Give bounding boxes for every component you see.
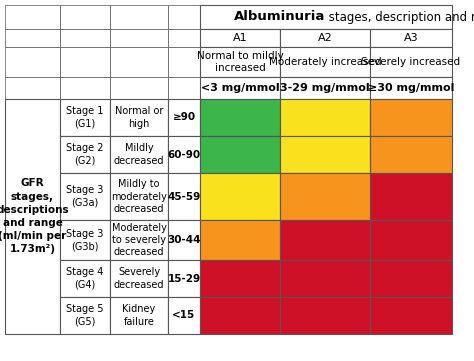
Bar [200, 297, 280, 334]
Bar [370, 47, 452, 77]
Bar [280, 220, 370, 260]
Bar [168, 77, 200, 99]
Bar [370, 99, 452, 136]
Text: Stage 5
(G5): Stage 5 (G5) [66, 304, 104, 327]
Bar [200, 136, 280, 173]
Bar [370, 220, 452, 260]
Bar [370, 29, 452, 47]
Bar [60, 99, 110, 136]
Text: A2: A2 [318, 33, 332, 43]
Bar [110, 173, 168, 220]
Text: Normal or
high: Normal or high [115, 106, 163, 129]
Text: ≥30 mg/mmol: ≥30 mg/mmol [368, 83, 454, 93]
Bar [168, 29, 200, 47]
Bar [60, 173, 110, 220]
Bar [280, 47, 370, 77]
Text: Stage 3
(G3b): Stage 3 (G3b) [66, 229, 104, 251]
Bar [168, 136, 200, 173]
Bar [200, 29, 280, 47]
Bar [200, 77, 280, 99]
Text: <15: <15 [173, 310, 196, 321]
Bar [200, 220, 280, 260]
Bar [5, 99, 60, 334]
Bar [370, 136, 452, 173]
Text: Albuminuria: Albuminuria [234, 10, 325, 23]
Bar [370, 297, 452, 334]
Bar [168, 220, 200, 260]
Bar [200, 5, 452, 29]
Bar [110, 99, 168, 136]
Bar [60, 297, 110, 334]
Bar [60, 5, 110, 29]
Bar [370, 173, 452, 220]
Text: GFR
stages,
descriptions
and range
(ml/min per
1.73m²): GFR stages, descriptions and range (ml/m… [0, 178, 69, 255]
Bar [5, 47, 60, 77]
Bar [280, 77, 370, 99]
Bar [110, 29, 168, 47]
Bar [60, 29, 110, 47]
Text: Moderately
to severely
decreased: Moderately to severely decreased [111, 223, 166, 257]
Bar [110, 77, 168, 99]
Bar [280, 29, 370, 47]
Text: Stage 1
(G1): Stage 1 (G1) [66, 106, 104, 129]
Text: 45-59: 45-59 [167, 191, 201, 201]
Bar [280, 173, 370, 220]
Bar [60, 136, 110, 173]
Bar [200, 47, 280, 77]
Bar [110, 5, 168, 29]
Text: Stage 3
(G3a): Stage 3 (G3a) [66, 185, 104, 208]
Bar [5, 29, 60, 47]
Text: A3: A3 [404, 33, 419, 43]
Bar [280, 136, 370, 173]
Bar [60, 47, 110, 77]
Bar [110, 297, 168, 334]
Bar [110, 136, 168, 173]
Bar [5, 77, 60, 99]
Bar [110, 47, 168, 77]
Text: Kidney
failure: Kidney failure [122, 304, 155, 327]
Bar [60, 260, 110, 297]
Bar [280, 99, 370, 136]
Text: ≥90: ≥90 [173, 113, 196, 122]
Text: 15-29: 15-29 [167, 274, 201, 283]
Text: Moderately increased: Moderately increased [269, 57, 381, 67]
Bar [200, 260, 280, 297]
Bar [168, 260, 200, 297]
Bar [200, 99, 280, 136]
Bar [168, 5, 200, 29]
Text: Severely increased: Severely increased [362, 57, 461, 67]
Bar [60, 77, 110, 99]
Bar [168, 99, 200, 136]
Bar [168, 173, 200, 220]
Bar [5, 5, 60, 29]
Bar [110, 260, 168, 297]
Text: stages, description and range: stages, description and range [325, 10, 474, 23]
Text: Stage 2
(G2): Stage 2 (G2) [66, 143, 104, 166]
Bar [200, 173, 280, 220]
Text: Stage 4
(G4): Stage 4 (G4) [66, 267, 104, 290]
Bar [168, 297, 200, 334]
Bar [168, 47, 200, 77]
Text: A1: A1 [233, 33, 247, 43]
Text: 3-29 mg/mmol: 3-29 mg/mmol [280, 83, 370, 93]
Bar [280, 297, 370, 334]
Text: <3 mg/mmol: <3 mg/mmol [201, 83, 279, 93]
Text: 60-90: 60-90 [167, 149, 201, 160]
Text: 30-44: 30-44 [167, 235, 201, 245]
Text: Normal to mildly
increased: Normal to mildly increased [197, 51, 283, 73]
Bar [370, 260, 452, 297]
Bar [60, 220, 110, 260]
Bar [280, 260, 370, 297]
Bar [110, 220, 168, 260]
Bar [370, 77, 452, 99]
Text: Mildly
decreased: Mildly decreased [114, 143, 164, 166]
Text: Severely
decreased: Severely decreased [114, 267, 164, 290]
Text: Mildly to
moderately
decreased: Mildly to moderately decreased [111, 179, 167, 214]
